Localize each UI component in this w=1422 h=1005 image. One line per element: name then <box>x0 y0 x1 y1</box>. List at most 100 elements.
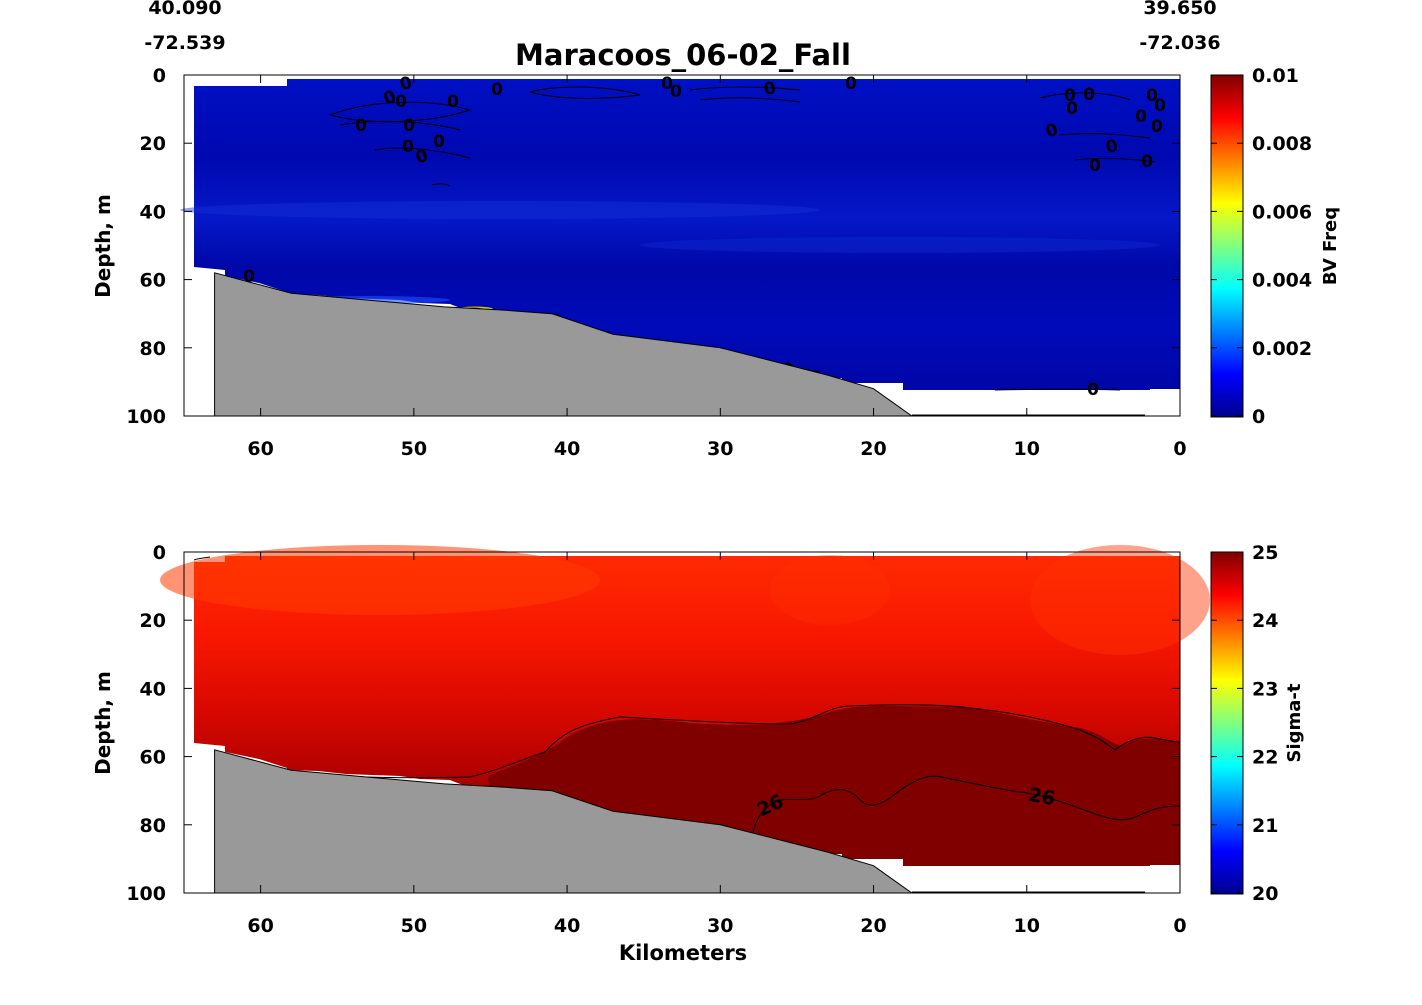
contour-label: 0 <box>1083 85 1095 105</box>
x-tick-label: 40 <box>554 438 580 460</box>
y-tick-label: 80 <box>140 815 166 837</box>
x-tick-label: 60 <box>247 915 273 937</box>
y-tick-label: 100 <box>126 406 166 428</box>
contour-label: 0 <box>402 137 414 157</box>
colorbar: 20 21 22 23 24 25 Sigma-t <box>1210 542 1305 905</box>
x-tick-label: 20 <box>860 438 886 460</box>
contour-label: 0 <box>1066 99 1078 119</box>
x-tick-label: 20 <box>860 915 886 937</box>
colorbar: 0 0.002 0.004 0.006 0.008 0.01 BV Freq <box>1210 65 1341 428</box>
contour-line <box>699 97 801 103</box>
bv-freq-lighter-band <box>180 201 820 219</box>
x-axis-label: Kilometers <box>619 941 747 965</box>
contour-label: 0 <box>1146 86 1158 106</box>
y-tick-label: 20 <box>140 610 166 632</box>
sigma-t-contours <box>193 556 1181 837</box>
contour-label: 0 <box>1087 380 1099 400</box>
contour-label: 0 <box>1154 96 1166 116</box>
colorbar-label: Sigma-t <box>1284 683 1305 762</box>
y-tick-labels: 0 20 40 60 80 100 <box>126 542 166 905</box>
x-tick-label: 0 <box>1173 438 1186 460</box>
contour-line <box>339 120 461 131</box>
x-tick-label: 30 <box>707 915 733 937</box>
y-tick-label: 100 <box>126 883 166 905</box>
contour-line <box>1059 133 1151 139</box>
contour-label: 0 <box>447 92 459 112</box>
y-axis-label: Depth, m <box>91 194 115 298</box>
colorbar-gradient <box>1210 74 1244 418</box>
contour-label: 26 <box>1027 784 1057 810</box>
contour-label: 0 <box>1104 136 1121 158</box>
x-tick-label: 60 <box>247 438 273 460</box>
contour-line <box>431 183 451 187</box>
axes-frame <box>183 551 1181 894</box>
colorbar-label: BV Freq <box>1320 207 1341 285</box>
x-tick-label: 10 <box>1014 438 1040 460</box>
sigma-t-lighter-band <box>160 545 600 615</box>
bv-freq-lighter-band <box>640 237 1160 253</box>
sigma-t-lighter-band <box>1030 545 1210 655</box>
x-tick-label: 10 <box>1014 915 1040 937</box>
colorbar-tick-label: 0.006 <box>1252 201 1312 223</box>
start-longitude: -72.539 <box>144 32 225 54</box>
contour-label: 0 <box>670 82 682 102</box>
colorbar-tick-label: 25 <box>1252 542 1278 564</box>
y-tick-label: 0 <box>153 542 166 564</box>
colorbar-gradient <box>1210 551 1244 895</box>
colorbar-tick-label: 23 <box>1252 678 1278 700</box>
colorbar-tick-label: 0.004 <box>1252 270 1312 292</box>
contour-label: 0 <box>661 74 673 94</box>
axes-frame <box>183 74 1181 417</box>
y-tick-label: 20 <box>140 133 166 155</box>
contour-line <box>374 147 471 159</box>
contour-label: 0 <box>403 116 415 136</box>
x-tick-label: 30 <box>707 438 733 460</box>
contour-label: 0 <box>1151 117 1163 137</box>
contour-label: 0 <box>1089 156 1101 176</box>
contour-line <box>193 556 211 561</box>
contour-line-25 <box>339 704 1181 779</box>
x-tick-labels: 60 50 40 30 20 10 0 <box>247 438 1186 460</box>
bv-freq-data-region <box>194 79 1180 390</box>
y-tick-label: 40 <box>140 678 166 700</box>
colorbar-tick-label: 24 <box>1252 610 1278 632</box>
contour-label: 0 <box>395 92 407 112</box>
colorbar-ticks: 20 21 22 23 24 25 <box>1211 542 1278 905</box>
colorbar-tick-label: 22 <box>1252 747 1278 769</box>
contour-label: 0 <box>355 116 367 136</box>
end-longitude: -72.036 <box>1139 32 1220 54</box>
contour-line-26 <box>751 775 1181 837</box>
x-tick-labels: 60 50 40 30 20 10 0 <box>247 915 1186 937</box>
y-axis-label: Depth, m <box>91 671 115 775</box>
contour-label: 0 <box>398 73 415 95</box>
contour-label: 0 <box>762 78 779 100</box>
contour-line <box>689 86 801 91</box>
contour-line <box>1039 92 1131 101</box>
y-tick-label: 60 <box>140 270 166 292</box>
chart-title: Maracoos_06-02_Fall <box>515 38 851 72</box>
axis-ticks <box>184 74 1181 417</box>
contour-label: 0 <box>491 80 503 100</box>
x-tick-label: 40 <box>554 915 580 937</box>
colorbar-tick-label: 0 <box>1252 406 1265 428</box>
x-tick-label: 0 <box>1173 915 1186 937</box>
bv-freq-contour-labels: 0 0 0 0 0 0 0 0 0 0 0 0 0 0 0 0 0 0 0 0 … <box>355 73 1166 176</box>
contour-label: 0 <box>1135 107 1147 127</box>
y-tick-label: 40 <box>140 201 166 223</box>
contour-line <box>994 388 1121 391</box>
contour-line <box>1074 157 1156 163</box>
x-tick-label: 50 <box>401 915 427 937</box>
colorbar-tick-label: 0.002 <box>1252 338 1312 360</box>
y-tick-labels: 0 20 40 60 80 100 <box>126 65 166 428</box>
bv-freq-panel: Maracoos_06-02_Fall 0 <box>91 38 1341 460</box>
colorbar-tick-label: 21 <box>1252 815 1278 837</box>
x-tick-label: 50 <box>401 438 427 460</box>
colorbar-ticks: 0 0.002 0.004 0.006 0.008 0.01 <box>1211 65 1312 428</box>
sigma-t-lighter-band <box>770 555 890 625</box>
axis-ticks <box>184 551 1181 894</box>
contour-line <box>529 86 641 99</box>
start-latitude: 40.090 <box>148 0 221 19</box>
contour-label: 0 <box>845 74 857 94</box>
